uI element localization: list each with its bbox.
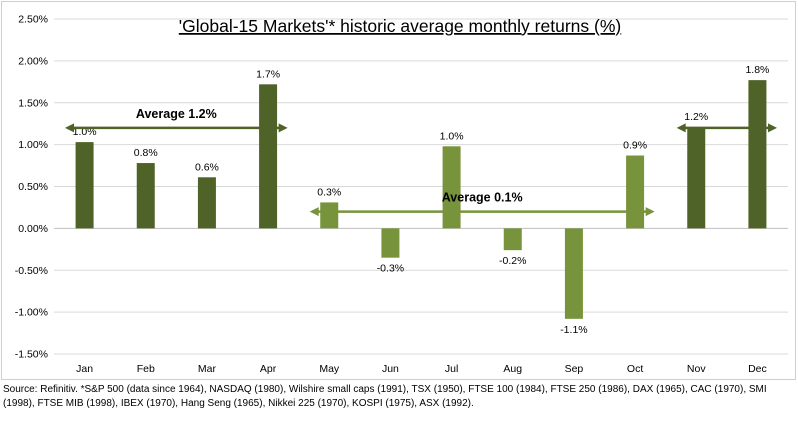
annotation-label: Average 0.1%	[442, 191, 523, 205]
data-label: 1.8%	[745, 64, 769, 76]
average-apr-period-arrow: Average 1.2%	[65, 107, 288, 133]
bar-jun	[381, 228, 400, 258]
bar-jan	[75, 142, 94, 229]
data-label: 1.2%	[684, 111, 708, 123]
x-tick-label: Jul	[445, 363, 458, 375]
y-tick-label: 0.50%	[18, 181, 48, 193]
chart-title: 'Global-15 Markets'* historic average mo…	[179, 16, 621, 36]
data-label: -1.1%	[560, 324, 587, 336]
arrow-head-left	[309, 207, 319, 217]
y-tick-label: -1.00%	[15, 307, 48, 319]
y-tick-label: 1.00%	[18, 139, 48, 151]
x-tick-label: Jun	[382, 363, 399, 375]
bar-apr	[259, 84, 278, 229]
source-footnote: Source: Refinitiv. *S&P 500 (data since …	[3, 384, 767, 409]
x-tick-label: Aug	[503, 363, 522, 375]
arrow-head-right	[278, 123, 288, 133]
data-label: 0.8%	[134, 147, 158, 159]
average-may-oct-period-arrow: Average 0.1%	[309, 191, 655, 217]
x-tick-label: May	[319, 363, 340, 375]
average-nov-dec-period-arrow	[676, 123, 777, 133]
data-label: -0.3%	[377, 263, 404, 275]
annotation-label: Average 1.2%	[136, 107, 217, 121]
arrow-head-right	[645, 207, 655, 217]
data-label: 0.9%	[623, 140, 647, 152]
bar-jul	[442, 146, 461, 229]
data-label: 1.0%	[440, 130, 464, 142]
bar-mar	[197, 177, 216, 229]
x-tick-label: Apr	[260, 363, 277, 375]
data-label: 0.3%	[317, 186, 341, 198]
bar-chart: -1.50% -1.00% -0.50% 0.00% 0.50% 1.00% 1.50% 2.…	[15, 14, 788, 375]
data-label: 0.6%	[195, 161, 219, 173]
y-tick-label: 1.50%	[18, 97, 48, 109]
x-tick-label: Mar	[198, 363, 217, 375]
x-tick-label: Feb	[137, 363, 155, 375]
bar-feb	[136, 163, 155, 229]
bar-may	[320, 202, 339, 229]
x-tick-label: Dec	[748, 363, 767, 375]
arrow-head-left	[676, 123, 686, 133]
x-tick-label: Jan	[76, 363, 93, 375]
y-tick-label: 2.50%	[18, 14, 48, 26]
arrow-head-left	[65, 123, 75, 133]
y-tick-label: -0.50%	[15, 265, 48, 277]
data-label: -0.2%	[499, 255, 526, 267]
y-tick-label: 0.00%	[18, 223, 48, 235]
arrow-head-right	[767, 123, 777, 133]
bar-aug	[503, 228, 522, 251]
chart-frame: -1.50% -1.00% -0.50% 0.00% 0.50% 1.00% 1.50% 2.…	[1, 1, 796, 380]
data-label: 1.7%	[256, 68, 280, 80]
x-tick-label: Sep	[565, 363, 584, 375]
bar-nov	[687, 127, 706, 229]
bar-dec	[748, 80, 767, 229]
x-tick-label: Nov	[687, 363, 706, 375]
x-tick-label: Oct	[627, 363, 643, 375]
y-tick-label: -1.50%	[15, 349, 48, 361]
y-tick-label: 2.00%	[18, 55, 48, 67]
bar-oct	[626, 155, 645, 229]
bar-sep	[564, 228, 583, 319]
